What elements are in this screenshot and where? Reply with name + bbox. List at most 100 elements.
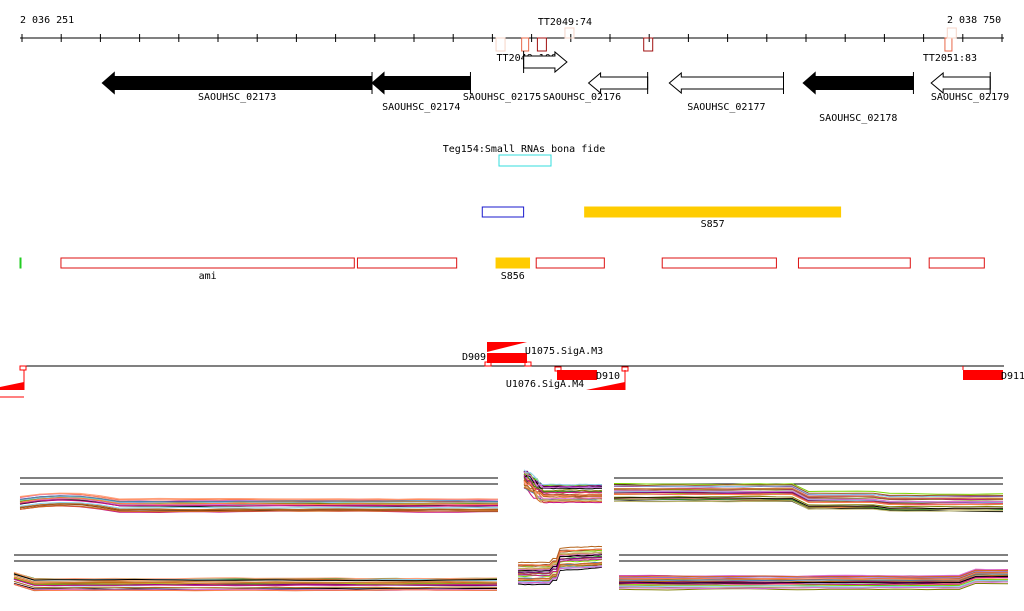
expression-panel-top-right xyxy=(613,477,1004,513)
terminator-marker xyxy=(944,37,953,52)
expression-line xyxy=(523,481,603,498)
expression-line xyxy=(13,577,498,586)
expression-line xyxy=(19,492,499,501)
segment-label: S856 xyxy=(501,271,525,282)
segment-label: S857 xyxy=(701,219,725,230)
expression-line xyxy=(523,485,603,501)
segment xyxy=(584,206,842,218)
promoter-ramp xyxy=(0,382,24,390)
expression-line xyxy=(613,495,1004,508)
expression-line xyxy=(613,484,1004,497)
expression-line xyxy=(13,578,498,587)
gene-label: SAOUHSC_02178 xyxy=(819,113,897,124)
srna-label: Teg154:Small RNAs bona fide xyxy=(443,144,606,155)
expression-line xyxy=(517,558,603,577)
expression-line xyxy=(517,562,603,580)
promoter-anchor xyxy=(19,365,27,371)
expression-line xyxy=(523,475,603,494)
expression-line xyxy=(19,495,499,503)
expression-line xyxy=(523,470,603,488)
expression-panel-bottom-right xyxy=(618,554,1009,591)
segment-track-bottom: ami S856 xyxy=(19,257,985,282)
expression-line xyxy=(618,575,1009,584)
promoter-anchor xyxy=(524,361,532,367)
promoter-block xyxy=(963,370,1003,380)
expression-line xyxy=(618,569,1009,578)
terminator-marker xyxy=(946,27,957,39)
gene-arrow xyxy=(930,71,991,95)
terminator-label: TT2051:83 xyxy=(923,53,977,64)
ruler-start-label: 2 036 251 xyxy=(20,15,74,26)
promoter-label: U1076.SigA.M4 xyxy=(506,379,584,390)
expression-line xyxy=(19,501,499,509)
expression-line xyxy=(13,571,498,580)
expression-line xyxy=(19,503,499,511)
gene-arrow xyxy=(101,71,373,95)
promoter-block xyxy=(487,353,527,363)
terminator-label: TT2049:74 xyxy=(538,17,592,28)
gene-arrow xyxy=(668,71,784,95)
promoter-label: D910 xyxy=(596,371,620,382)
expression-line xyxy=(618,582,1009,591)
gene-label: SAOUHSC_02179 xyxy=(931,92,1009,103)
expression-line xyxy=(517,566,603,586)
expression-line xyxy=(523,486,603,503)
expression-line xyxy=(523,471,603,489)
segment-track-top: S857 xyxy=(481,206,842,230)
segment xyxy=(481,206,525,218)
expression-line xyxy=(19,497,499,506)
terminator-marker xyxy=(495,37,506,52)
segment xyxy=(661,257,777,269)
expression-line xyxy=(523,476,603,493)
srna-track: Teg154:Small RNAs bona fide xyxy=(443,144,606,167)
gene-arrow xyxy=(371,71,471,95)
gene-label: SAOUHSC_02177 xyxy=(687,102,765,113)
expression-line xyxy=(618,568,1009,577)
expression-panel-top-middle xyxy=(523,469,603,504)
segment xyxy=(535,257,605,269)
expression-line xyxy=(19,505,499,513)
ruler-end-label: 2 038 750 xyxy=(947,15,1001,26)
expression-line xyxy=(517,566,603,584)
segment xyxy=(19,257,22,269)
expression-line xyxy=(523,480,603,497)
expression-panels xyxy=(13,469,1009,592)
promoter-ramp xyxy=(586,382,625,390)
gene-label: SAOUHSC_02173 xyxy=(198,92,276,103)
expression-line xyxy=(19,499,499,507)
expression-line xyxy=(523,474,603,490)
expression-line xyxy=(618,579,1008,588)
expression-line xyxy=(517,554,603,572)
expression-line xyxy=(619,572,1009,580)
gene-label: SAOUHSC_02175 xyxy=(463,92,541,103)
expression-line xyxy=(618,579,1009,587)
expression-panel-top-left xyxy=(19,477,499,514)
segment xyxy=(928,257,985,269)
segment xyxy=(797,257,911,269)
promoter-track: D909 U1075.SigA.M3 D910 U1076.SigA.M4 D911 xyxy=(0,342,1024,398)
expression-line xyxy=(618,581,1009,590)
promoter-label: D911 xyxy=(1001,371,1024,382)
expression-line xyxy=(618,573,1009,582)
segment xyxy=(495,257,531,269)
expression-line xyxy=(613,500,1004,512)
expression-line xyxy=(613,497,1004,510)
expression-line xyxy=(13,573,498,582)
promoter-label: U1075.SigA.M3 xyxy=(525,346,603,357)
srna-box xyxy=(498,154,552,167)
promoter-ramp xyxy=(487,342,527,352)
gene-arrow xyxy=(802,71,914,95)
expression-line xyxy=(613,487,1004,500)
expression-panel-bottom-middle xyxy=(517,545,603,586)
terminator-marker xyxy=(536,37,547,52)
terminator-marker xyxy=(643,37,654,52)
expression-line xyxy=(613,483,1004,495)
expression-line xyxy=(517,551,603,569)
expression-line xyxy=(613,493,1004,506)
promoter-block xyxy=(557,370,597,380)
segment xyxy=(60,257,355,269)
expression-line xyxy=(13,580,498,589)
